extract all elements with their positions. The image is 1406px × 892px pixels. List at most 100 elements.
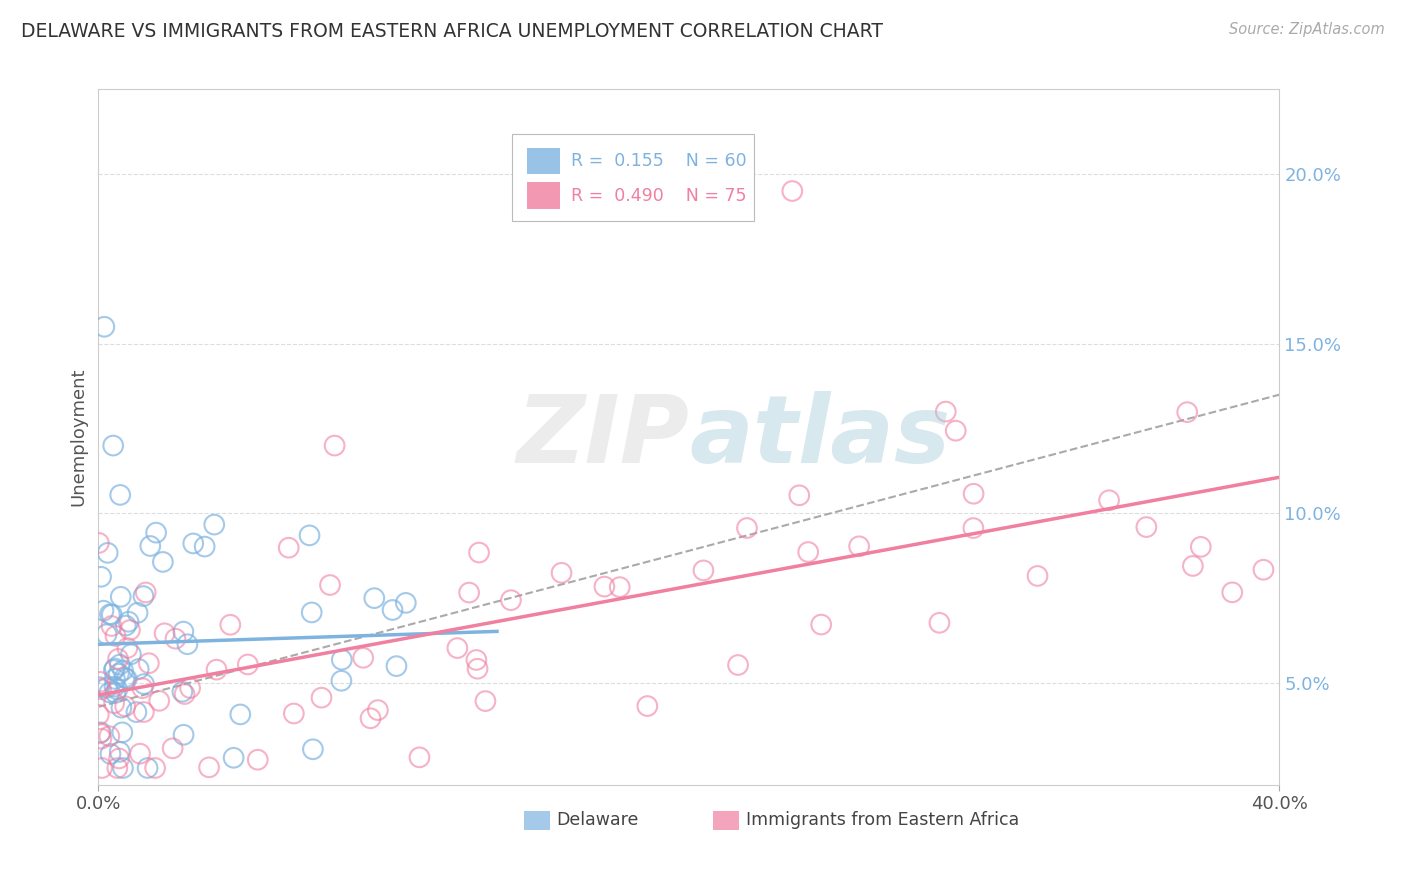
Point — [145, 525, 167, 540]
Point — [198, 760, 221, 774]
Point — [132, 677, 155, 691]
Point — [360, 711, 382, 725]
Point — [945, 424, 967, 438]
Point — [465, 653, 488, 667]
Point — [90, 761, 112, 775]
Point — [105, 761, 128, 775]
Point — [692, 563, 714, 577]
Point — [90, 731, 112, 746]
Point — [962, 487, 984, 501]
Point — [117, 615, 139, 629]
Text: Source: ZipAtlas.com: Source: ZipAtlas.com — [1229, 22, 1385, 37]
FancyBboxPatch shape — [512, 135, 754, 221]
Point — [89, 674, 111, 689]
Point — [111, 761, 134, 775]
Point — [935, 404, 957, 418]
Point — [194, 540, 217, 554]
Point — [165, 632, 187, 646]
Point — [131, 681, 153, 695]
Point — [408, 750, 430, 764]
Point — [1135, 520, 1157, 534]
Point — [1181, 558, 1204, 573]
Point — [104, 672, 127, 686]
Point — [90, 682, 112, 697]
Point — [108, 666, 131, 681]
Point — [114, 618, 136, 632]
Point — [114, 699, 136, 714]
Point — [330, 673, 353, 688]
Point — [90, 570, 112, 584]
Point — [467, 662, 489, 676]
Point — [100, 747, 122, 761]
Text: R =  0.155    N = 60: R = 0.155 N = 60 — [571, 152, 747, 169]
Text: Delaware: Delaware — [557, 812, 640, 830]
Point — [103, 680, 125, 694]
Point — [108, 745, 131, 759]
Point — [283, 706, 305, 721]
Point — [103, 696, 125, 710]
Point — [1220, 585, 1243, 599]
Point — [1098, 493, 1121, 508]
Point — [395, 596, 418, 610]
Point — [162, 741, 184, 756]
Point — [93, 604, 115, 618]
Text: ZIP: ZIP — [516, 391, 689, 483]
Point — [120, 648, 142, 662]
Point — [87, 536, 110, 550]
Point — [115, 672, 138, 686]
Point — [550, 566, 572, 580]
Point — [229, 707, 252, 722]
Point — [129, 747, 152, 761]
Point — [205, 663, 228, 677]
Point — [98, 607, 121, 622]
Point — [609, 580, 631, 594]
Point — [87, 707, 110, 722]
Point — [277, 541, 299, 555]
Bar — [523, 811, 550, 830]
Point — [111, 725, 134, 739]
Point — [100, 619, 122, 633]
Point — [636, 699, 658, 714]
Point — [962, 521, 984, 535]
Point — [236, 657, 259, 672]
Point — [173, 728, 195, 742]
Point — [100, 607, 122, 622]
Point — [246, 753, 269, 767]
Point — [172, 624, 194, 639]
Point — [385, 659, 408, 673]
Point — [148, 694, 170, 708]
Point — [136, 761, 159, 775]
Point — [499, 593, 522, 607]
Point — [107, 652, 129, 666]
Point — [89, 680, 111, 694]
Point — [104, 661, 127, 675]
Point — [367, 703, 389, 717]
Point — [848, 539, 870, 553]
Point — [319, 578, 342, 592]
Point — [112, 664, 135, 678]
Point — [363, 591, 385, 606]
Point — [118, 623, 141, 637]
Point — [152, 555, 174, 569]
Point — [104, 686, 127, 700]
Point — [98, 685, 121, 699]
Point — [179, 681, 201, 695]
Point — [108, 657, 131, 672]
Point — [381, 603, 404, 617]
Point — [1253, 563, 1275, 577]
Point — [219, 617, 242, 632]
Point — [110, 700, 132, 714]
Bar — [527, 148, 560, 174]
Point — [787, 488, 810, 502]
Point — [143, 761, 166, 775]
Point — [593, 580, 616, 594]
Point — [135, 585, 157, 599]
Point — [172, 685, 194, 699]
Point — [474, 694, 496, 708]
Bar — [713, 811, 738, 830]
Point — [727, 658, 749, 673]
Point — [97, 546, 120, 560]
Point — [114, 671, 136, 685]
Point — [302, 742, 325, 756]
Y-axis label: Unemployment: Unemployment — [69, 368, 87, 507]
